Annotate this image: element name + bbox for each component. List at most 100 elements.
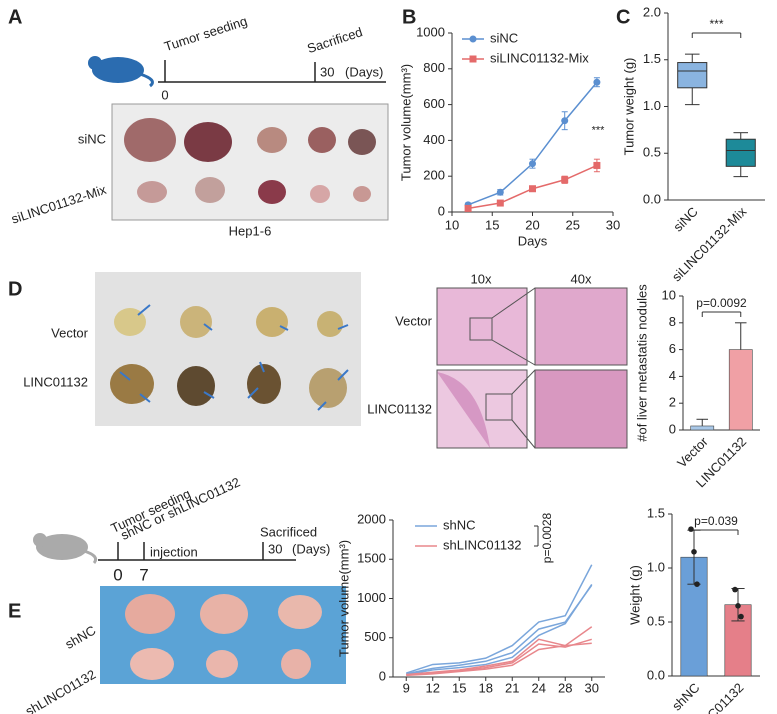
- y-tick-label: 2000: [357, 511, 386, 526]
- x-tick-label: siNC: [670, 204, 701, 235]
- marker: [464, 204, 472, 212]
- legend-marker: [469, 35, 477, 43]
- timeline-event: Sacrificed: [260, 524, 317, 539]
- y-tick-label: 6: [669, 341, 676, 356]
- y-axis-label: #of liver metastatis nodules: [634, 284, 649, 442]
- y-tick-label: 500: [364, 629, 386, 644]
- y-tick-label: 4: [669, 368, 676, 383]
- data-point: [735, 603, 741, 609]
- y-tick-label: 2.0: [643, 4, 661, 19]
- x-tick-label: 12: [426, 680, 440, 695]
- x-tick-label: Vector: [674, 433, 711, 470]
- row-label: siLINC01132-Mix: [9, 182, 108, 227]
- series-line: [406, 642, 592, 677]
- box: [677, 62, 708, 89]
- data-point: [694, 581, 700, 587]
- x-tick-label: 30: [606, 217, 620, 232]
- y-tick-label: 0: [379, 668, 386, 683]
- marker: [593, 78, 601, 86]
- y-tick-label: 600: [423, 96, 445, 111]
- y-tick-label: 400: [423, 132, 445, 147]
- row-label: shNC: [63, 623, 99, 652]
- timeline-unit: (Days): [345, 64, 383, 79]
- x-tick-label: 9: [403, 680, 410, 695]
- mouse-icon: [33, 533, 98, 564]
- marker: [593, 161, 601, 169]
- legend-label: siNC: [490, 30, 518, 45]
- x-tick-label: shNC: [669, 680, 703, 714]
- annotation: p=0.0092: [696, 296, 747, 310]
- y-axis-label: Tumor volume(mm³): [398, 64, 413, 181]
- annotation: ***: [592, 124, 606, 136]
- row-label: LINC01132: [23, 374, 88, 389]
- y-tick-label: 1500: [357, 551, 386, 566]
- y-tick-label: 0.0: [643, 191, 661, 206]
- panel-label: B: [402, 6, 416, 28]
- x-tick-label: 10: [445, 217, 459, 232]
- timeline-day: 30: [268, 541, 282, 556]
- data-point: [738, 613, 744, 620]
- y-tick-label: 10: [662, 287, 676, 302]
- legend-label: siLINC01132-Mix: [490, 50, 589, 65]
- x-tick-label: 20: [525, 217, 539, 232]
- x-tick-label: 21: [505, 680, 519, 695]
- liver-photo: [95, 272, 361, 426]
- x-tick-label: 25: [566, 217, 580, 232]
- magnification: 10x: [471, 271, 492, 286]
- panel-label: C: [616, 6, 630, 28]
- y-tick-label: 1.5: [643, 51, 661, 66]
- timeline-day: 7: [139, 565, 148, 584]
- magnification: 40x: [571, 271, 592, 286]
- x-tick-label: 28: [558, 680, 572, 695]
- photo-caption: Hep1-6: [229, 223, 272, 238]
- y-axis-label: Tumor volume(mm³): [336, 540, 351, 657]
- panel-label: D: [8, 278, 22, 300]
- marker: [529, 185, 536, 193]
- y-tick-label: 1000: [357, 590, 386, 605]
- marker: [529, 160, 536, 168]
- series-line: [406, 564, 593, 674]
- y-tick-label: 0.5: [647, 613, 665, 628]
- y-tick-label: 1.0: [643, 98, 661, 113]
- x-tick-label: 15: [485, 217, 499, 232]
- y-tick-label: 800: [423, 60, 445, 75]
- data-point: [688, 526, 694, 532]
- marker: [561, 117, 569, 125]
- x-tick-label: 18: [479, 680, 493, 695]
- series-line: [406, 583, 593, 676]
- y-tick-label: 8: [669, 314, 676, 329]
- legend-marker: [469, 55, 477, 63]
- marker: [561, 176, 569, 184]
- y-tick-label: 0: [438, 203, 445, 218]
- tumor-photo: [111, 103, 389, 221]
- annotation: p=0.0028: [540, 512, 554, 563]
- panel-label: A: [8, 6, 22, 28]
- y-tick-label: 1.5: [647, 505, 665, 520]
- y-axis-label: Tumor weight (g): [621, 58, 636, 156]
- timeline-unit: (Days): [292, 541, 330, 556]
- x-tick-label: 30: [585, 680, 599, 695]
- panel-label: E: [8, 600, 21, 622]
- marker: [496, 188, 504, 196]
- series-line: [406, 584, 593, 675]
- y-tick-label: 200: [423, 168, 445, 183]
- x-axis-label: Days: [518, 233, 548, 248]
- row-label: LINC01132: [367, 401, 432, 416]
- data-point: [732, 586, 738, 593]
- annotation: p=0.039: [694, 514, 738, 528]
- timeline-day: 30: [320, 64, 334, 79]
- data-point: [691, 549, 697, 555]
- timeline-day: 0: [113, 565, 122, 584]
- tumor-photo: [100, 586, 346, 684]
- timeline-day: 0: [161, 87, 168, 102]
- row-label: siNC: [78, 131, 106, 146]
- timeline-event: Sacrificed: [305, 24, 364, 56]
- y-tick-label: 2: [669, 395, 676, 410]
- y-tick-label: 0.0: [647, 667, 665, 682]
- y-tick-label: 0: [669, 421, 676, 436]
- marker: [496, 199, 504, 207]
- bar: [690, 425, 715, 431]
- row-label: Vector: [395, 313, 433, 328]
- box: [725, 138, 756, 167]
